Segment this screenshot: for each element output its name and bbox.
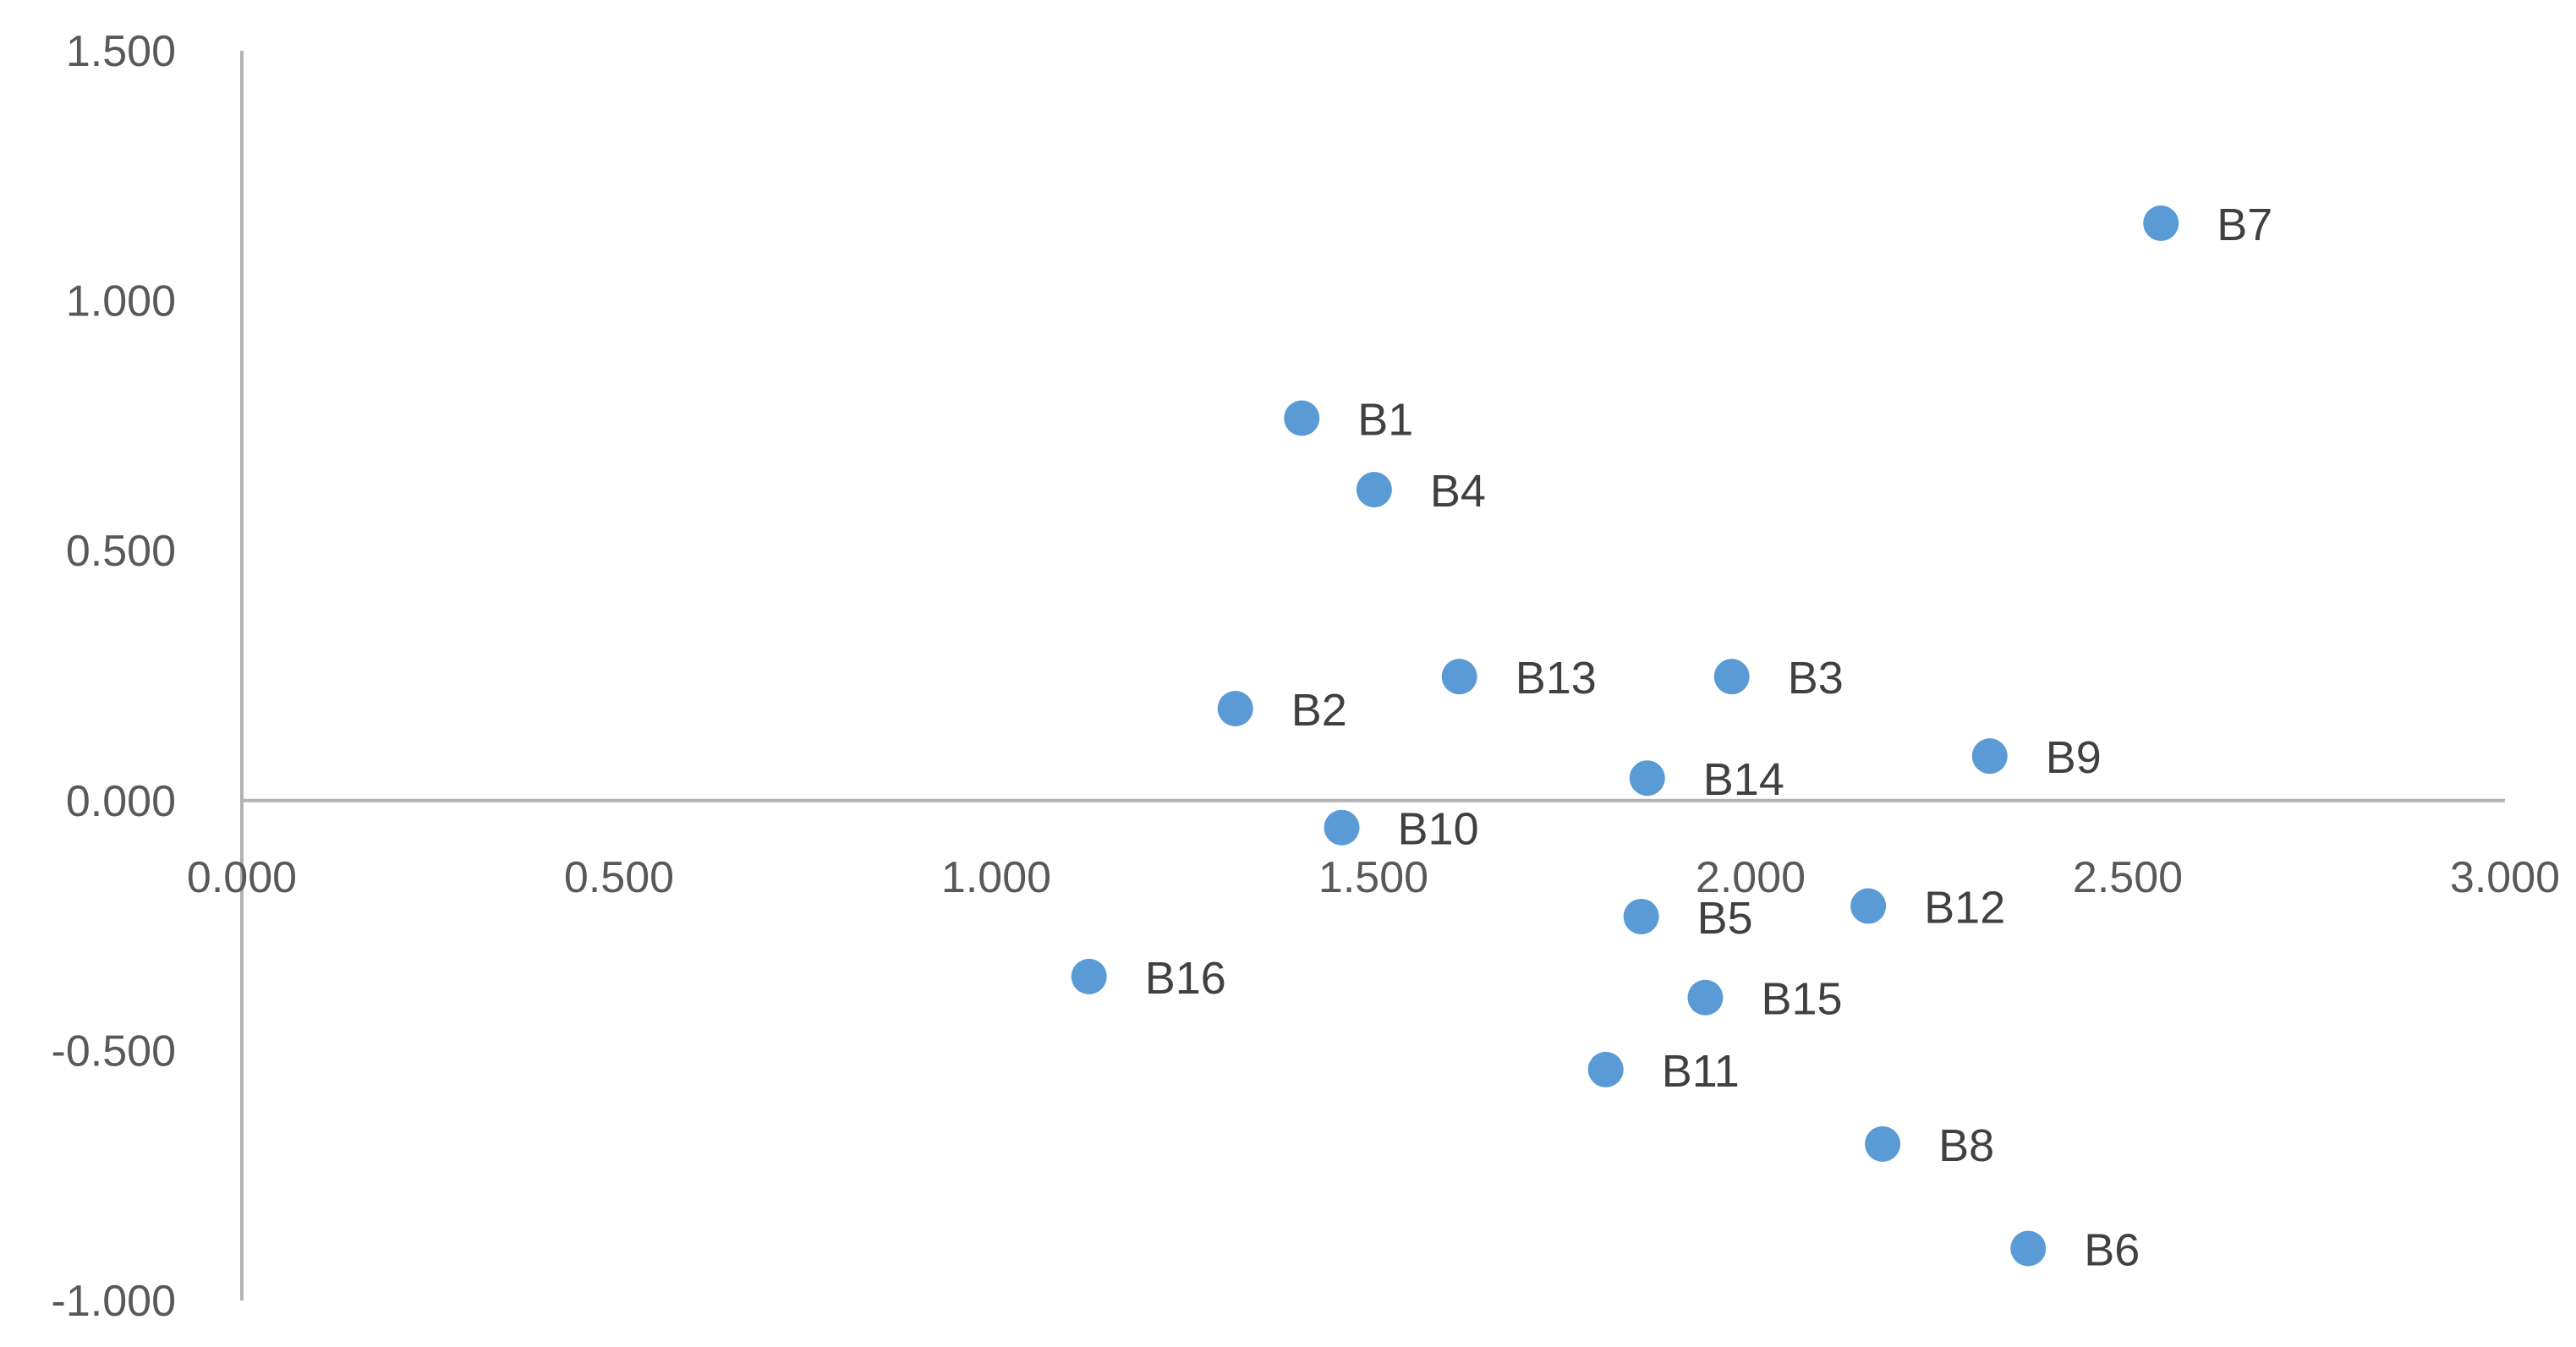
data-point-b15 xyxy=(1687,979,1724,1016)
data-point-b5 xyxy=(1623,898,1659,934)
x-tick-label: 2.000 xyxy=(1696,853,1806,902)
data-label-b11: B11 xyxy=(1662,1046,1740,1097)
x-tick-label: 1.000 xyxy=(941,853,1051,902)
data-point-b4 xyxy=(1356,472,1392,508)
y-tick-label: 1.000 xyxy=(66,277,176,326)
data-points xyxy=(1071,205,2179,1267)
data-point-b2 xyxy=(1217,691,1253,727)
data-point-b3 xyxy=(1713,659,1750,695)
data-label-b5: B5 xyxy=(1697,893,1753,944)
x-tick-label: 0.000 xyxy=(187,853,297,902)
data-point-b13 xyxy=(1441,659,1477,695)
data-label-b3: B3 xyxy=(1788,653,1844,704)
data-label-b4: B4 xyxy=(1430,466,1486,517)
data-point-b16 xyxy=(1071,958,1107,994)
data-label-b7: B7 xyxy=(2217,200,2272,250)
y-tick-label: 1.500 xyxy=(66,27,176,76)
data-label-b14: B14 xyxy=(1703,754,1784,805)
data-label-b10: B10 xyxy=(1398,804,1479,855)
x-tick-label: 2.500 xyxy=(2073,853,2183,902)
data-point-b10 xyxy=(1324,809,1360,846)
x-tick-label: 1.500 xyxy=(1318,853,1428,902)
data-point-b1 xyxy=(1284,400,1320,436)
point-labels: B1 B2 B3 B4 B5 B6 B7 B8 B9 B10 B11 B12 B13 B14 B15 B16 xyxy=(1145,200,2273,1276)
y-tick-labels: 1.500 1.000 0.500 0.000 -0.500 -1.000 xyxy=(52,27,176,1326)
data-label-b2: B2 xyxy=(1291,685,1347,736)
data-point-b11 xyxy=(1587,1051,1624,1087)
data-label-b8: B8 xyxy=(1938,1120,1994,1171)
data-point-b12 xyxy=(1850,888,1887,924)
data-label-b16: B16 xyxy=(1145,953,1226,1004)
x-tick-label: 0.500 xyxy=(564,853,674,902)
data-point-b6 xyxy=(2010,1230,2047,1267)
y-tick-label: -1.000 xyxy=(52,1277,176,1326)
data-point-b9 xyxy=(1971,738,2008,775)
data-label-b9: B9 xyxy=(2046,732,2102,783)
data-label-b1: B1 xyxy=(1357,395,1413,446)
data-point-b8 xyxy=(1865,1125,1901,1162)
data-label-b6: B6 xyxy=(2084,1225,2140,1276)
x-tick-labels: 0.000 0.500 1.000 1.500 2.000 2.500 3.000 xyxy=(187,853,2560,902)
y-tick-label: -0.500 xyxy=(52,1027,176,1076)
y-tick-label: 0.500 xyxy=(66,527,176,576)
data-point-b7 xyxy=(2143,205,2179,241)
data-label-b15: B15 xyxy=(1761,974,1842,1025)
x-tick-label: 3.000 xyxy=(2450,853,2560,902)
data-point-b14 xyxy=(1629,760,1665,797)
data-label-b12: B12 xyxy=(1924,883,2005,934)
y-tick-label: 0.000 xyxy=(66,777,176,826)
data-label-b13: B13 xyxy=(1515,653,1597,704)
